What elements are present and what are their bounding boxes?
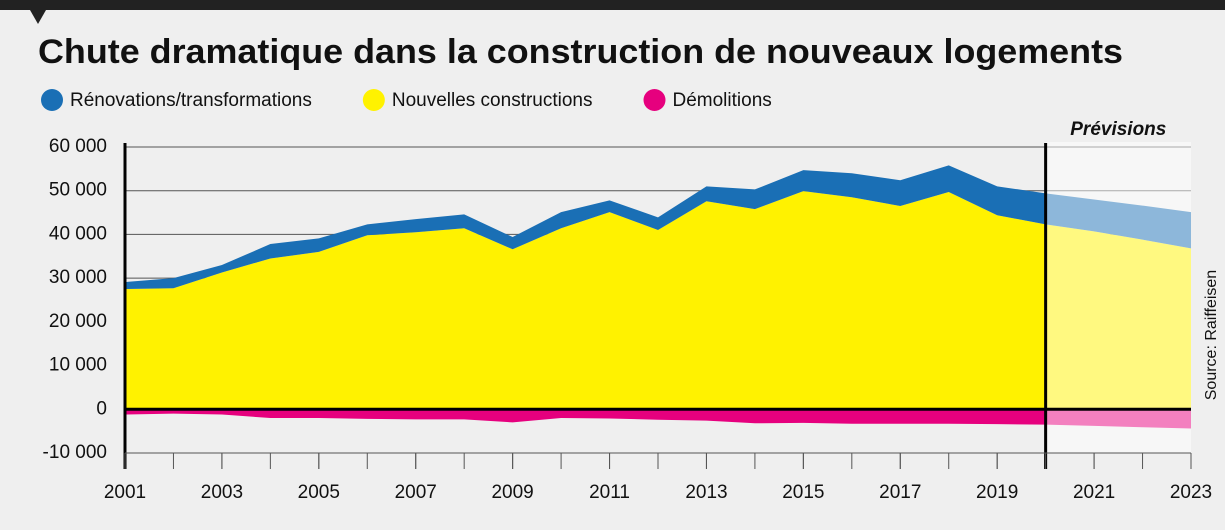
source: Source: Raiffeisen: [1203, 270, 1220, 400]
x-tick-label: 2023: [1170, 482, 1212, 503]
x-tick-label: 2019: [976, 482, 1018, 503]
y-tick-label: 50 000: [49, 180, 107, 201]
legend-swatch: [362, 89, 385, 111]
y-tick-label: 30 000: [49, 267, 107, 288]
x-tick-label: 2013: [685, 482, 727, 503]
x-tick-label: 2003: [201, 482, 243, 503]
y-tick-label: 60 000: [49, 136, 107, 157]
chart-title: Chute dramatique dans la construction de…: [38, 33, 1123, 71]
y-tick-label: 40 000: [49, 223, 107, 244]
area: [125, 191, 1191, 410]
legend-label: Nouvelles constructions: [392, 90, 593, 111]
area: [125, 409, 1191, 429]
x-tick-label: 2009: [491, 482, 533, 503]
forecast-label: Prévisions: [1070, 119, 1166, 140]
x-tick-label: 2005: [298, 482, 340, 503]
legend-swatch: [643, 89, 666, 111]
area: [125, 165, 1191, 290]
plot-area: -10 000 0 10 000 20 000 30 000 40 000 50 000 60…: [43, 119, 1213, 503]
y-tick-label: 0: [96, 398, 107, 419]
x-tick-label: 2011: [589, 482, 630, 503]
x-tick-label: 2007: [395, 482, 437, 503]
x-tick-label: 2021: [1073, 482, 1115, 503]
forecast-shade: [1045, 142, 1191, 453]
x-tick-label: 2017: [879, 482, 921, 503]
legend-swatch: [41, 89, 63, 111]
legend: Rénovations/transformations Nouvelles con…: [41, 89, 772, 111]
x-tick-label: 2015: [782, 482, 824, 503]
top-bar: [0, 0, 1225, 10]
legend-label: Démolitions: [673, 90, 772, 111]
y-tick-label: 20 000: [49, 311, 107, 332]
top-marker: [30, 10, 46, 24]
y-tick-label: -10 000: [43, 442, 107, 463]
legend-label: Rénovations/transformations: [70, 90, 312, 111]
y-tick-label: 10 000: [49, 355, 107, 376]
x-tick-label: 2001: [104, 482, 146, 503]
